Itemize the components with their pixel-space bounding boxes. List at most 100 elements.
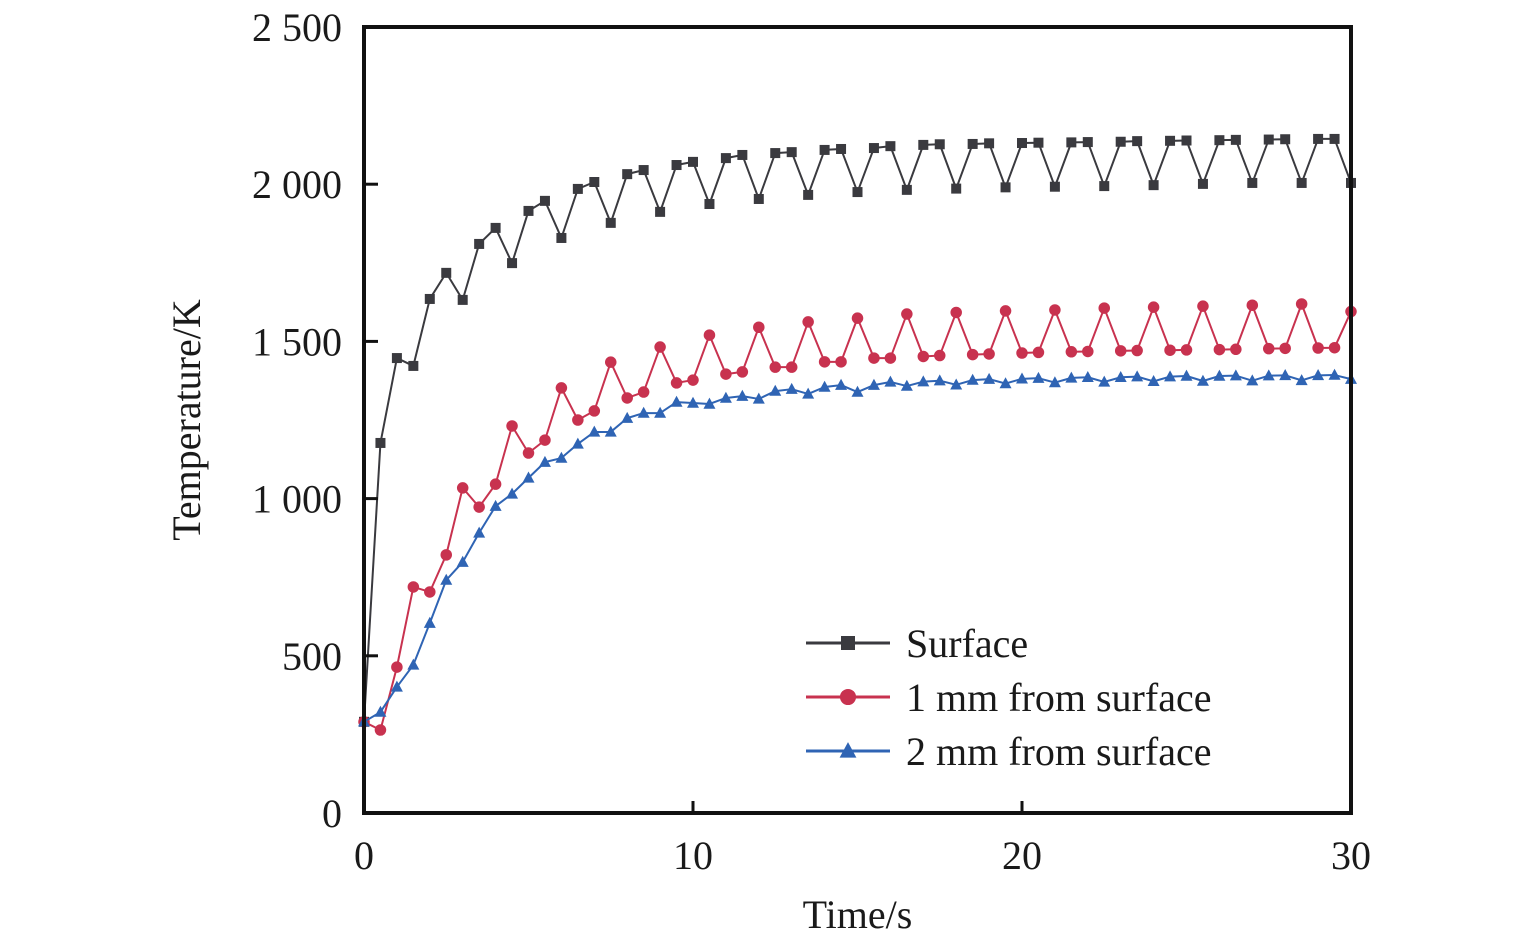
data-point [538,455,551,467]
data-point [539,434,551,446]
data-point [868,352,880,364]
legend-marker-circle-icon [839,688,857,706]
data-point [885,141,896,152]
data-point [1082,345,1094,358]
legend-label: 1 mm from surface [906,675,1211,720]
data-point [785,382,798,394]
data-point [1263,134,1274,145]
data-point [588,405,601,417]
data-point [375,437,386,448]
data-point [1328,341,1341,354]
data-point [1295,298,1308,310]
data-point [687,396,699,408]
data-point [1279,369,1292,381]
data-point [753,321,765,334]
legend-item: 2 mm from surface [806,729,1211,774]
series-1-mm-from-surface [358,298,1357,736]
data-point [984,138,995,149]
data-point [489,478,502,490]
data-point [571,437,584,449]
data-point [802,316,814,328]
data-point [836,143,847,154]
data-point [983,372,996,384]
data-point [917,375,930,387]
series-surface [359,133,1356,727]
x-tick-label: 20 [1002,833,1042,878]
data-point [1165,135,1176,146]
data-point [605,356,617,368]
data-point [950,378,963,390]
data-point [785,361,798,373]
data-point [802,387,815,399]
data-point [720,153,731,164]
data-point [687,374,699,386]
data-point [507,258,518,269]
data-point [1016,372,1028,384]
data-point [736,366,749,378]
data-point [555,451,568,463]
y-tick-label: 2 000 [252,162,342,207]
data-point [835,378,848,390]
legend-marker-triangle-icon [839,742,857,758]
data-point [769,361,781,373]
data-point [1280,134,1291,145]
data-point [621,392,633,404]
data-point [1048,376,1061,388]
data-point [670,395,683,407]
data-point [1098,375,1111,387]
data-point [1016,347,1028,359]
data-point [967,138,978,149]
data-point [374,724,387,736]
data-point [818,380,831,392]
data-point [1295,374,1308,386]
data-point [374,705,387,717]
data-point [1312,369,1325,381]
data-point [1131,344,1143,357]
data-point [934,349,946,362]
data-point [604,425,617,437]
x-axis-ticks: 0 10 20 30 [354,801,1371,878]
data-point [1213,343,1226,356]
data-point [506,420,518,432]
series-line [363,302,1352,731]
data-point [1049,181,1060,192]
data-point [1115,136,1126,147]
data-point [1017,138,1027,149]
data-point [1328,368,1341,380]
data-point [522,471,535,483]
data-point [752,392,765,404]
data-point [1082,137,1093,148]
data-point [1033,137,1044,148]
data-point [408,360,419,371]
data-point [440,549,452,561]
data-point [819,144,830,155]
data-point [884,352,897,364]
data-point [1132,136,1143,147]
data-point [868,143,879,154]
data-point [1032,371,1045,383]
y-tick-label: 500 [282,634,342,679]
data-point [951,183,962,194]
series-2-mm-from-surface [358,368,1357,727]
data-point [1180,369,1193,381]
data-point [999,305,1012,317]
data-point [1246,374,1259,386]
y-axis-ticks: 0 500 1 000 1 500 2 000 2 500 [252,5,378,836]
data-point [917,350,930,363]
data-point [1066,137,1077,148]
plot-frame [362,25,1353,815]
legend: Surface 1 mm from surface 2 mm from surfac… [806,621,1211,774]
data-point [688,156,698,167]
data-point [1099,181,1110,192]
data-point [1246,299,1259,311]
legend-label: 2 mm from surface [906,729,1211,774]
data-point [390,680,403,692]
data-point [440,573,453,585]
data-point [983,348,995,360]
data-point [473,501,485,513]
data-point [1065,371,1078,383]
data-point [1214,135,1225,146]
data-point [1114,370,1127,382]
data-point [621,411,634,423]
